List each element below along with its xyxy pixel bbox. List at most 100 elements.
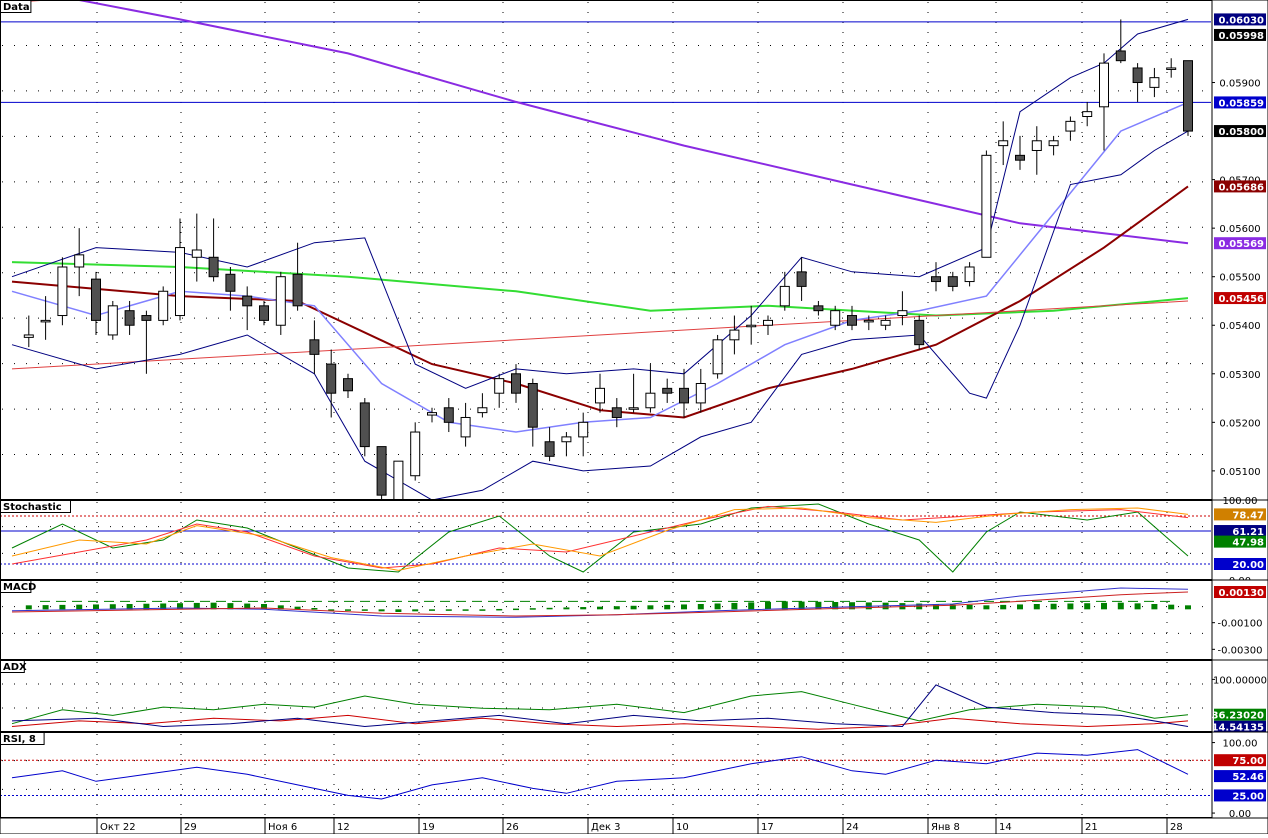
price-tag-label: 0.05800: [1218, 127, 1264, 138]
y-tick-label: 0.05100: [1219, 467, 1260, 478]
candle-body: [260, 306, 269, 321]
candle-body: [1100, 63, 1109, 107]
macd-histogram-bar: [1185, 605, 1191, 609]
macd-histogram-bar: [547, 608, 553, 610]
price-tag-label: 0.05686: [1218, 182, 1264, 193]
y-tick-label: 0.05500: [1219, 273, 1260, 284]
price-tag-label: 36.23020: [1211, 711, 1264, 722]
macd-histogram-bar: [748, 602, 754, 609]
candle-body: [192, 250, 201, 257]
candle-body: [108, 306, 117, 335]
macd-histogram-bar: [782, 601, 788, 609]
price-tag-label: 20.00: [1232, 560, 1264, 571]
candle-body: [327, 364, 336, 393]
candle-body: [1083, 112, 1092, 117]
price-tag-label: 52.46: [1232, 772, 1264, 783]
macd-histogram-bar: [597, 607, 603, 610]
price-tag: 0.05998: [1214, 29, 1266, 42]
time-tick-label: 21: [1085, 822, 1098, 833]
candle-body: [747, 325, 756, 327]
macd-histogram-bar: [362, 609, 368, 611]
price-tag-label: 25.00: [1232, 791, 1264, 802]
candle-body: [596, 388, 605, 403]
price-tag: 20.00: [1214, 558, 1266, 571]
macd-histogram-bar: [1135, 603, 1141, 609]
price-tag: 78.47: [1214, 508, 1266, 521]
candle-body: [629, 408, 638, 410]
pane-frame: [1, 733, 1213, 818]
candle-body: [948, 277, 957, 287]
pane-title: RSI, 8: [3, 734, 36, 745]
macd-histogram-bar: [26, 605, 32, 609]
candle-body: [344, 379, 353, 391]
candle-body: [898, 311, 907, 316]
macd-histogram-bar: [983, 605, 989, 609]
macd-histogram-bar: [496, 609, 502, 611]
candle-body: [478, 408, 487, 413]
time-tick-label: Дек 3: [591, 822, 621, 833]
macd-histogram-bar: [43, 605, 49, 609]
candle-body: [713, 340, 722, 374]
candle-body: [226, 274, 235, 291]
candle-body: [428, 413, 437, 415]
candle-body: [932, 277, 941, 282]
candle-body: [142, 316, 151, 321]
price-tag: 0.05456: [1214, 292, 1266, 305]
price-tag: 25.00: [1214, 789, 1266, 802]
time-tick-label: 10: [676, 822, 689, 833]
candle-body: [848, 316, 857, 326]
macd-histogram-bar: [345, 609, 351, 611]
y-tick-label: -0.00100: [1218, 619, 1263, 630]
time-tick-label: 28: [1170, 822, 1183, 833]
price-tag-label: 47.98: [1232, 538, 1264, 549]
macd-histogram-bar: [698, 604, 704, 609]
macd-histogram-bar: [563, 607, 569, 609]
macd-histogram-bar: [1084, 603, 1090, 609]
price-tag: 0.05686: [1214, 180, 1266, 193]
candle-body: [41, 320, 50, 322]
candle-body: [797, 272, 806, 287]
candle: [1184, 61, 1193, 136]
macd-histogram-bar: [967, 605, 973, 609]
price-tag-label: 0.06030: [1218, 15, 1264, 26]
candle: [915, 316, 924, 350]
time-tick-label: 12: [337, 822, 350, 833]
macd-histogram-bar: [1051, 604, 1057, 610]
candle-body: [780, 286, 789, 305]
candle-body: [814, 306, 823, 311]
price-tag-label: 75.00: [1232, 756, 1264, 767]
candle-body: [528, 383, 537, 427]
candle: [276, 272, 285, 335]
candle-body: [1133, 68, 1142, 83]
candle-body: [394, 461, 403, 500]
candle-body: [1116, 51, 1125, 61]
macd-histogram-bar: [446, 609, 452, 611]
macd-histogram-bar: [715, 603, 721, 609]
candle-body: [75, 255, 84, 267]
macd-histogram-bar: [631, 606, 637, 610]
price-tag: 36.23020: [1211, 709, 1266, 722]
candle: [108, 301, 117, 340]
candle-body: [999, 141, 1008, 146]
macd-histogram-bar: [664, 605, 670, 609]
candle-body: [612, 408, 621, 418]
y-tick-label: -0.00300: [1218, 645, 1263, 656]
candle-body: [377, 447, 386, 496]
y-tick-label: 100.00: [1223, 739, 1258, 750]
pane-price: Data0.051000.052000.053000.054000.055000…: [0, 0, 1268, 500]
candle-body: [125, 311, 134, 326]
price-tag-label: 78.47: [1232, 510, 1264, 521]
time-tick-label: 29: [184, 822, 197, 833]
macd-histogram-bar: [513, 609, 519, 611]
candle-body: [730, 330, 739, 340]
y-tick-label: 0.05600: [1219, 224, 1260, 235]
y-tick-label: 0.05300: [1219, 370, 1260, 381]
macd-histogram-bar: [614, 606, 620, 609]
candle-body: [1032, 141, 1041, 151]
candle-body: [663, 388, 672, 393]
candle: [58, 257, 67, 325]
price-tag-label: 0.05569: [1218, 239, 1264, 250]
